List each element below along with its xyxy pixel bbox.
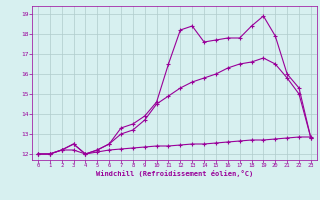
X-axis label: Windchill (Refroidissement éolien,°C): Windchill (Refroidissement éolien,°C) [96,170,253,177]
